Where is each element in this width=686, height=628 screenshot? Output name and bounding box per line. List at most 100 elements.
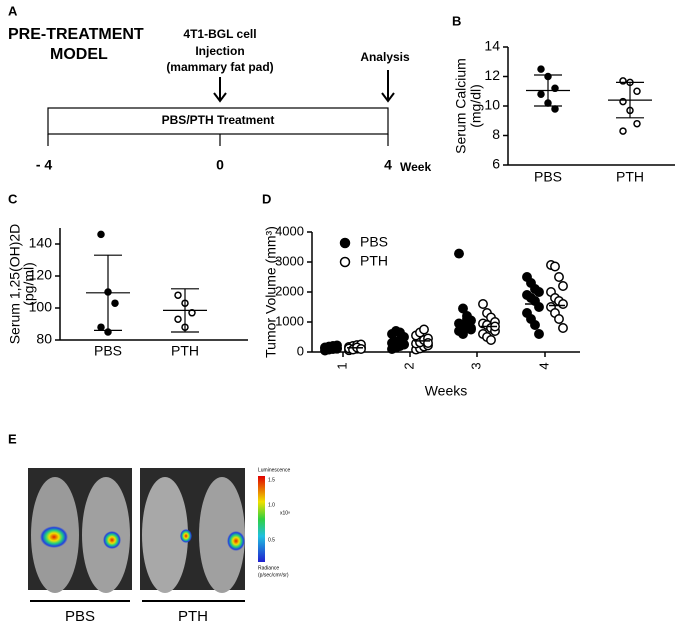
group-label: PBS <box>65 608 95 625</box>
data-point <box>356 344 366 354</box>
x-tick-label: 2 <box>401 362 416 369</box>
data-point <box>478 299 488 309</box>
data-point <box>534 329 544 339</box>
injection-label: (mammary fat pad) <box>166 60 273 74</box>
data-point <box>423 338 433 348</box>
data-point <box>558 323 568 333</box>
mouse-image <box>28 468 132 593</box>
data-point <box>395 327 405 338</box>
legend-marker <box>339 237 351 249</box>
timepoint: 0 <box>216 157 224 173</box>
panel-label: A <box>8 3 18 18</box>
data-point <box>619 77 627 85</box>
colorbar-unit: Radiance <box>258 565 279 571</box>
y-tick-label: 3000 <box>275 253 304 268</box>
x-axis-label: Weeks <box>425 383 468 399</box>
data-point <box>458 303 468 314</box>
data-point <box>534 302 544 312</box>
data-point <box>419 324 429 335</box>
y-axis-label: (pg/ml) <box>21 262 37 306</box>
data-point <box>174 291 182 299</box>
injection-label: Injection <box>195 44 244 58</box>
data-point <box>551 105 559 113</box>
colorbar-tick: 1.0 <box>268 502 275 508</box>
treatment-box <box>47 107 389 135</box>
y-tick-label: 8 <box>492 126 500 142</box>
panel-label: C <box>8 191 18 206</box>
treatment-label: PBS/PTH Treatment <box>162 113 275 127</box>
colorbar-tick: 1.5 <box>268 477 275 483</box>
y-axis-label: Serum 1,25(OH)2D <box>7 224 23 345</box>
data-point <box>486 335 496 345</box>
unit-label: Week <box>400 160 431 174</box>
data-point <box>462 314 472 324</box>
legend-label: PBS <box>360 234 388 250</box>
colorbar-title: Luminescence <box>258 467 290 473</box>
panel-label: B <box>452 13 461 28</box>
data-point <box>534 287 544 297</box>
y-tick-label: 140 <box>29 235 53 251</box>
timeline-ticks <box>47 134 389 146</box>
data-point <box>97 230 105 239</box>
data-point <box>633 119 641 128</box>
model-title: MODEL <box>50 46 108 63</box>
data-point <box>554 314 564 324</box>
y-tick-label: 80 <box>36 331 52 347</box>
y-tick-label: 120 <box>29 267 53 283</box>
injection-label: 4T1-BGL cell <box>183 27 256 41</box>
data-point <box>619 127 627 135</box>
y-axis-label: Tumor Volume (mm³) <box>263 226 279 358</box>
data-point <box>551 84 559 93</box>
timepoint: 4 <box>384 157 392 173</box>
y-tick-label: 12 <box>484 67 500 83</box>
arrows <box>213 70 395 103</box>
colorbar <box>258 476 265 562</box>
mouse-image <box>140 468 245 593</box>
data-point <box>558 281 568 291</box>
legend-label: PTH <box>360 253 388 269</box>
y-tick-label: 100 <box>29 299 53 315</box>
legend-marker <box>339 256 351 268</box>
data-point <box>537 65 545 73</box>
x-tick-label: PBS <box>534 169 562 185</box>
colorbar-tick: 0.5 <box>268 537 275 543</box>
data-point <box>530 320 540 330</box>
data-point <box>97 323 105 331</box>
panel-label: D <box>262 191 271 206</box>
y-tick-label: 14 <box>484 38 500 54</box>
y-tick-label: 6 <box>492 156 500 172</box>
data-point <box>458 329 468 339</box>
y-tick-label: 0 <box>297 343 304 358</box>
x-tick-label: PTH <box>171 343 199 359</box>
timepoint: - 4 <box>36 157 53 173</box>
model-title: PRE-TREATMENT <box>8 26 144 43</box>
data-point <box>554 272 564 282</box>
y-tick-label: 10 <box>484 97 500 113</box>
x-tick-label: 1 <box>334 362 349 369</box>
y-tick-label: 1000 <box>275 313 304 328</box>
y-tick-label: 4000 <box>275 223 304 238</box>
data-point <box>111 299 119 307</box>
x-tick-label: 4 <box>536 362 551 369</box>
colorbar-unit: (p/sec/cm²/sr) <box>258 572 289 578</box>
data-point <box>558 299 568 309</box>
data-point <box>174 315 182 323</box>
data-point <box>550 261 560 272</box>
data-point <box>619 97 627 106</box>
colorbar-scale: x10⁸ <box>280 510 290 516</box>
group-label: PTH <box>178 608 208 625</box>
data-point <box>454 248 464 259</box>
data-point <box>537 90 545 98</box>
y-tick-label: 2000 <box>275 283 304 298</box>
panel-label: E <box>8 431 17 446</box>
data-point <box>633 87 641 95</box>
analysis-label: Analysis <box>360 50 410 64</box>
x-tick-label: 3 <box>468 362 483 369</box>
x-tick-label: PTH <box>616 169 644 185</box>
y-axis-label: (mg/dl) <box>468 84 484 128</box>
data-point <box>466 324 476 335</box>
data-point <box>399 339 409 350</box>
y-axis-label: Serum Calcium <box>453 58 469 154</box>
x-tick-label: PBS <box>94 343 122 359</box>
